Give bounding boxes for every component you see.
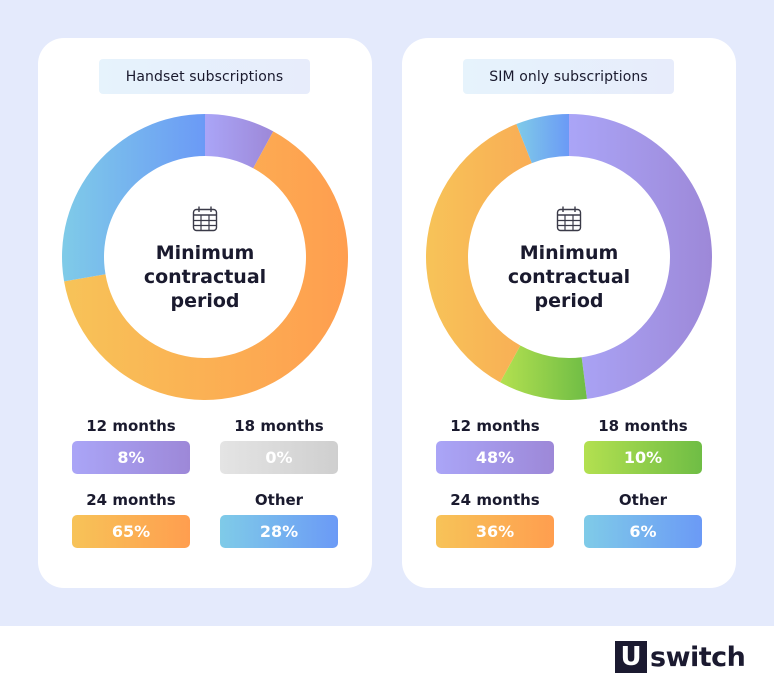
calendar-icon bbox=[192, 206, 218, 232]
legend-label: 18 months bbox=[234, 417, 324, 435]
sim-only-subscriptions-card: SIM only subscriptions Minimum contractu… bbox=[402, 38, 736, 588]
legend-item-18-months: 18 months 0% bbox=[220, 416, 338, 474]
legend-item-12-months: 12 months 8% bbox=[72, 416, 190, 474]
legend-label: 24 months bbox=[86, 491, 176, 509]
donut-segment-12-months bbox=[205, 114, 274, 169]
legend-value: 36% bbox=[436, 515, 554, 548]
legend-item-other: Other 28% bbox=[220, 490, 338, 548]
legend-label: 24 months bbox=[450, 491, 540, 509]
legend-item-12-months: 12 months 48% bbox=[436, 416, 554, 474]
legend-label: Other bbox=[618, 491, 668, 509]
card-title-text: Handset subscriptions bbox=[125, 68, 284, 85]
legend-value: 0% bbox=[220, 441, 338, 474]
legend-item-other: Other 6% bbox=[584, 490, 702, 548]
card-title-text: SIM only subscriptions bbox=[489, 68, 648, 85]
legend-label: 12 months bbox=[86, 417, 176, 435]
donut-center: Minimum contractual period bbox=[62, 114, 348, 400]
legend-item-24-months: 24 months 65% bbox=[72, 490, 190, 548]
legend-item-18-months: 18 months 10% bbox=[584, 416, 702, 474]
donut-chart bbox=[426, 114, 712, 400]
donut-segment-18-months bbox=[500, 345, 587, 400]
legend-label: 12 months bbox=[450, 417, 540, 435]
legend-label: 18 months bbox=[598, 417, 688, 435]
legend-label: Other bbox=[254, 491, 304, 509]
donut-center: Minimum contractual period bbox=[426, 114, 712, 400]
card-title: Handset subscriptions bbox=[99, 59, 310, 94]
legend-value: 6% bbox=[584, 515, 702, 548]
legend-value: 10% bbox=[584, 441, 702, 474]
legend: 12 months 8% 18 months 0% 24 months 65% … bbox=[72, 416, 338, 548]
donut-segment-other bbox=[516, 114, 569, 164]
logo-mark: U bbox=[615, 641, 647, 673]
legend: 12 months 48% 18 months 10% 24 months 36… bbox=[436, 416, 702, 548]
calendar-icon bbox=[556, 206, 582, 232]
donut-segment-other bbox=[62, 114, 205, 282]
donut-segment-24-months bbox=[426, 124, 532, 383]
legend-item-24-months: 24 months 36% bbox=[436, 490, 554, 548]
donut-chart bbox=[62, 114, 348, 400]
legend-value: 48% bbox=[436, 441, 554, 474]
legend-value: 65% bbox=[72, 515, 190, 548]
center-label: Minimum contractual period bbox=[507, 242, 631, 312]
handset-subscriptions-card: Handset subscriptions Minimum contractua… bbox=[38, 38, 372, 588]
uswitch-logo: U switch bbox=[615, 641, 746, 673]
center-label: Minimum contractual period bbox=[143, 242, 267, 312]
legend-value: 8% bbox=[72, 441, 190, 474]
donut-segment-24-months bbox=[64, 131, 348, 400]
legend-value: 28% bbox=[220, 515, 338, 548]
logo-text: switch bbox=[650, 641, 746, 673]
donut-segment-12-months bbox=[569, 114, 712, 399]
card-title: SIM only subscriptions bbox=[463, 59, 674, 94]
